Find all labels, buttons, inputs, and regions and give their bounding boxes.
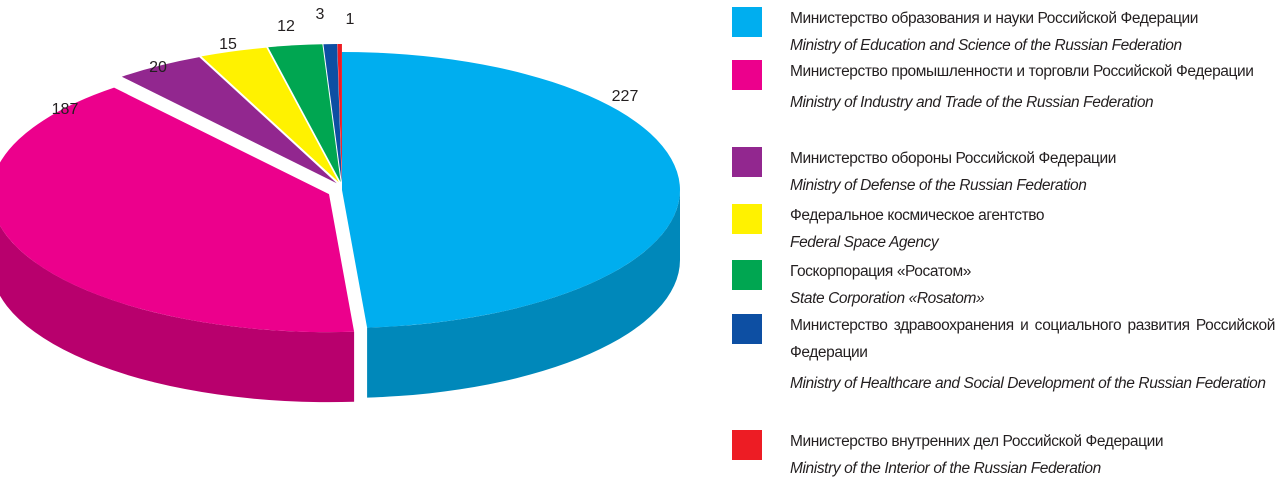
legend-text: Министерство здравоохранения и социально… — [790, 312, 1275, 397]
legend-item: Министерство здравоохранения и социально… — [732, 312, 1275, 397]
legend-swatch — [732, 430, 762, 460]
legend-swatch — [732, 7, 762, 37]
legend-text: Министерство обороны Российской Федераци… — [790, 145, 1275, 199]
legend-text: Министерство внутренних дел Российской Ф… — [790, 428, 1275, 482]
legend-text: Госкорпорация «Росатом»State Corporation… — [790, 258, 1275, 312]
legend-label: Министерство здравоохранения и социально… — [790, 312, 1275, 366]
legend-item: Министерство обороны Российской Федераци… — [732, 145, 1275, 199]
legend-item: Министерство образования и науки Российс… — [732, 5, 1275, 59]
legend-text: Министерство образования и науки Российс… — [790, 5, 1275, 59]
legend-label-en: Ministry of Defense of the Russian Feder… — [790, 172, 1275, 199]
legend-label-en: Federal Space Agency — [790, 229, 1275, 256]
value-label: 12 — [277, 18, 295, 35]
legend-item: Министерство промышленности и торговли Р… — [732, 58, 1275, 116]
legend-label: Министерство обороны Российской Федераци… — [790, 145, 1275, 172]
legend-item: Федеральное космическое агентствоFederal… — [732, 202, 1275, 256]
value-label: 20 — [149, 59, 167, 76]
legend-label: Министерство внутренних дел Российской Ф… — [790, 428, 1275, 455]
legend-label-en: Ministry of Healthcare and Social Develo… — [790, 370, 1275, 397]
legend-label-en: Ministry of Education and Science of the… — [790, 32, 1275, 59]
legend-item: Министерство внутренних дел Российской Ф… — [732, 428, 1275, 482]
legend-swatch — [732, 314, 762, 344]
legend-label: Министерство промышленности и торговли Р… — [790, 58, 1275, 85]
legend-text: Федеральное космическое агентствоFederal… — [790, 202, 1275, 256]
legend-item: Госкорпорация «Росатом»State Corporation… — [732, 258, 1275, 312]
legend-swatch — [732, 204, 762, 234]
legend-label: Министерство образования и науки Российс… — [790, 5, 1275, 32]
legend-label-en: State Corporation «Rosatom» — [790, 285, 1275, 312]
legend-swatch — [732, 60, 762, 90]
legend-swatch — [732, 260, 762, 290]
value-label: 15 — [219, 36, 237, 53]
value-label: 187 — [52, 101, 79, 118]
legend-label-en: Ministry of Industry and Trade of the Ru… — [790, 89, 1275, 116]
legend-label: Госкорпорация «Росатом» — [790, 258, 1275, 285]
value-label: 227 — [612, 88, 639, 105]
value-label: 3 — [316, 6, 325, 23]
legend-text: Министерство промышленности и торговли Р… — [790, 58, 1275, 116]
chart: 227 187 20 15 12 3 1 — [0, 0, 720, 480]
legend-label-en: Ministry of the Interior of the Russian … — [790, 455, 1275, 482]
value-label: 1 — [346, 11, 355, 28]
legend-swatch — [732, 147, 762, 177]
legend-label: Федеральное космическое агентство — [790, 202, 1275, 229]
